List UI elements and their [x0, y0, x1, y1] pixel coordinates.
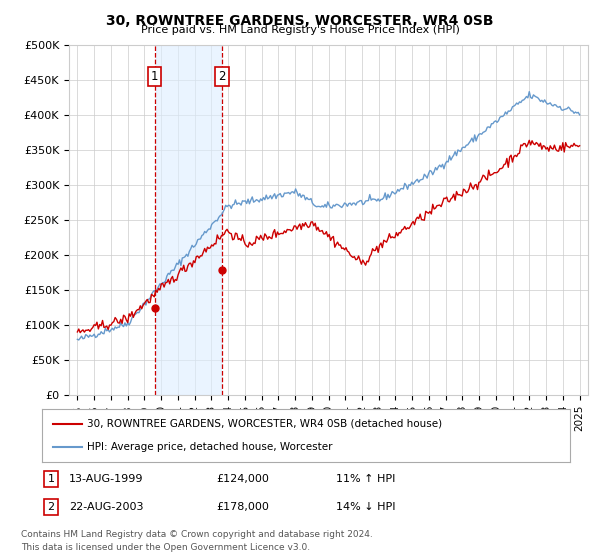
Text: HPI: Average price, detached house, Worcester: HPI: Average price, detached house, Worc… [87, 442, 332, 452]
Text: 14% ↓ HPI: 14% ↓ HPI [336, 502, 395, 512]
Text: 1: 1 [47, 474, 55, 484]
Text: 30, ROWNTREE GARDENS, WORCESTER, WR4 0SB: 30, ROWNTREE GARDENS, WORCESTER, WR4 0SB [106, 14, 494, 28]
Text: 1: 1 [151, 70, 158, 83]
Text: 22-AUG-2003: 22-AUG-2003 [69, 502, 143, 512]
Text: 30, ROWNTREE GARDENS, WORCESTER, WR4 0SB (detached house): 30, ROWNTREE GARDENS, WORCESTER, WR4 0SB… [87, 419, 442, 429]
Text: 2: 2 [218, 70, 226, 83]
Text: 2: 2 [47, 502, 55, 512]
Text: Contains HM Land Registry data © Crown copyright and database right 2024.: Contains HM Land Registry data © Crown c… [21, 530, 373, 539]
Text: Price paid vs. HM Land Registry's House Price Index (HPI): Price paid vs. HM Land Registry's House … [140, 25, 460, 35]
Text: £124,000: £124,000 [216, 474, 269, 484]
Text: £178,000: £178,000 [216, 502, 269, 512]
Text: 13-AUG-1999: 13-AUG-1999 [69, 474, 143, 484]
Text: 11% ↑ HPI: 11% ↑ HPI [336, 474, 395, 484]
Text: This data is licensed under the Open Government Licence v3.0.: This data is licensed under the Open Gov… [21, 543, 310, 552]
